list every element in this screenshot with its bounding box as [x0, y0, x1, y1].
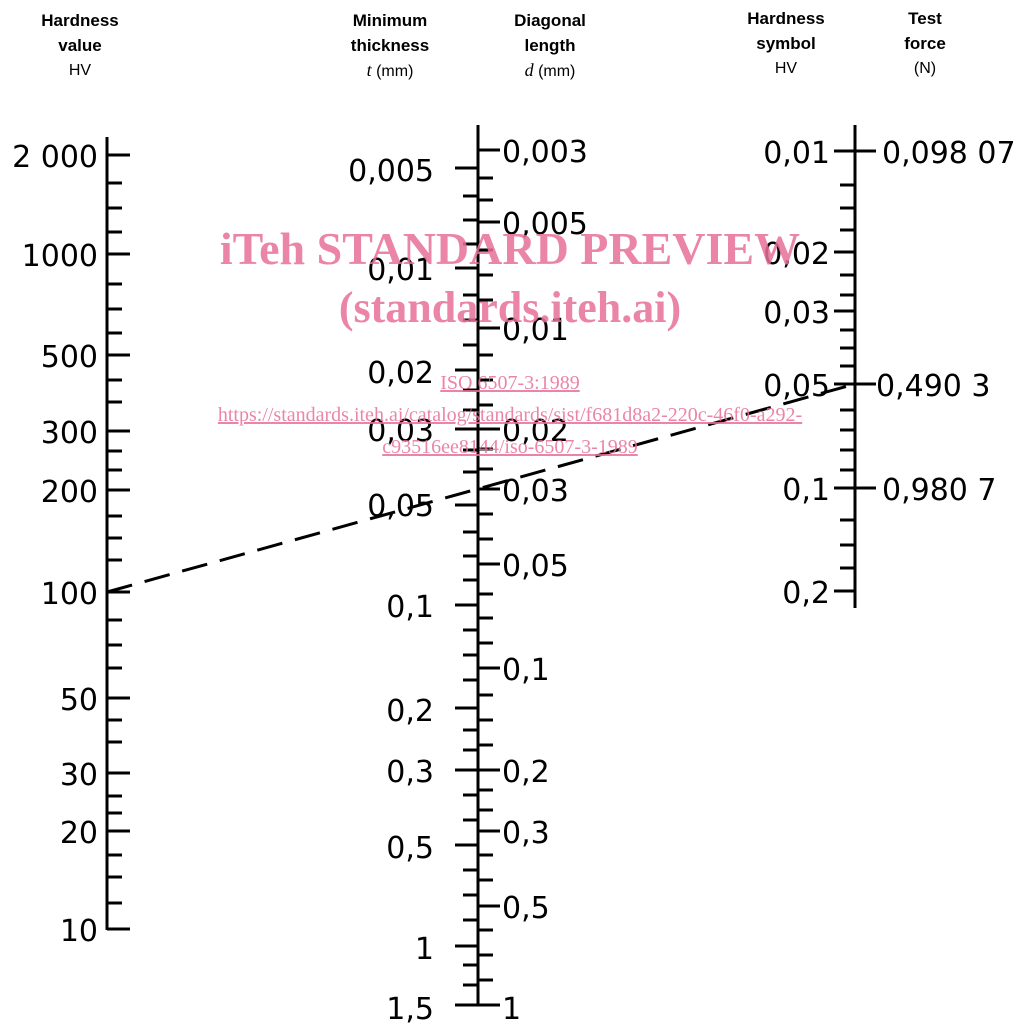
thickness-label: 0,01	[367, 253, 434, 288]
header-symbol: t	[366, 60, 372, 80]
thickness-label: 0,005	[348, 154, 434, 189]
hv-label: 300	[41, 416, 98, 451]
header-unit: HV	[68, 62, 92, 79]
tick-marks	[107, 148, 876, 1007]
scale-labels: 2 000 1000 500 300 200 100 50 30 20 10 0…	[12, 135, 1015, 1027]
watermark-url-line1[interactable]: https://standards.iteh.ai/catalog/standa…	[217, 404, 803, 426]
watermark-title: iTeh STANDARD PREVIEW	[219, 223, 801, 274]
thickness-label: 1	[415, 932, 434, 967]
thickness-label: 0,1	[386, 590, 434, 625]
watermark-subtitle: (standards.iteh.ai)	[338, 283, 682, 332]
hardness-symbol-label: 0,03	[763, 296, 830, 331]
hv-label: 20	[60, 816, 98, 851]
hv-label: 200	[41, 475, 98, 510]
header-test-force: Test force (N)	[875, 6, 975, 81]
diagonal-label: 0,03	[502, 474, 569, 509]
hardness-symbol-label: 0,05	[763, 369, 830, 404]
hv-label: 2 000	[12, 140, 98, 175]
hv-label: 1000	[22, 239, 98, 274]
header-line: Test	[908, 9, 942, 28]
thickness-label: 0,5	[386, 831, 434, 866]
hv-label: 100	[41, 577, 98, 612]
hardness-symbol-label: 0,2	[782, 576, 830, 611]
diagonal-label: 0,003	[502, 135, 588, 170]
diagonal-label: 0,3	[502, 816, 550, 851]
diagonal-label: 0,05	[502, 549, 569, 584]
thickness-label: 1,5	[386, 992, 434, 1027]
hardness-symbol-label: 0,02	[763, 237, 830, 272]
header-line: Minimum	[352, 11, 428, 30]
header-unit: (N)	[913, 60, 937, 77]
watermark-doc-link[interactable]: ISO 6507-3:1989	[440, 372, 580, 394]
diagonal-label: 0,01	[502, 313, 569, 348]
header-line: length	[524, 36, 576, 55]
watermark-url-line2[interactable]: c93516ee8144/iso-6507-3-1989	[382, 436, 638, 458]
diagonal-label: 0,1	[502, 653, 550, 688]
thickness-label: 0,2	[386, 694, 434, 729]
header-symbol: d	[524, 60, 534, 80]
hv-label: 30	[60, 758, 98, 793]
hv-label: 500	[41, 340, 98, 375]
header-line: Hardness	[747, 9, 825, 28]
test-force-label: 0,980 7	[882, 473, 997, 508]
header-unit: (mm)	[538, 63, 576, 80]
header-diagonal-length: Diagonal length d (mm)	[480, 8, 620, 84]
header-line: thickness	[350, 36, 430, 55]
example-dashed-line	[106, 382, 856, 594]
header-unit: HV	[774, 60, 798, 77]
header-line: symbol	[756, 34, 816, 53]
thickness-label: 0,03	[367, 414, 434, 449]
header-hardness-value: Hardness value HV	[10, 8, 150, 83]
hardness-symbol-label: 0,1	[782, 473, 830, 508]
diagonal-label: 0,2	[502, 755, 550, 790]
diagonal-label: 1	[502, 992, 521, 1027]
diagonal-label: 0,5	[502, 891, 550, 926]
hardness-symbol-label: 0,01	[763, 136, 830, 171]
diagonal-label: 0,005	[502, 207, 588, 242]
hv-label: 10	[60, 914, 98, 949]
header-line: force	[904, 34, 946, 53]
test-force-label: 0,490 3	[876, 369, 991, 404]
header-unit: (mm)	[376, 63, 414, 80]
thickness-label: 0,02	[367, 356, 434, 391]
header-line: Hardness	[41, 11, 119, 30]
diagonal-label: 0,02	[502, 414, 569, 449]
header-minimum-thickness: Minimum thickness t (mm)	[320, 8, 460, 84]
thickness-label: 0,05	[367, 489, 434, 524]
thickness-label: 0,3	[386, 755, 434, 790]
header-line: Diagonal	[514, 11, 586, 30]
header-hardness-symbol: Hardness symbol HV	[716, 6, 856, 81]
test-force-label: 0,098 07	[882, 136, 1016, 171]
header-line: value	[58, 36, 102, 55]
hv-label: 50	[60, 683, 98, 718]
